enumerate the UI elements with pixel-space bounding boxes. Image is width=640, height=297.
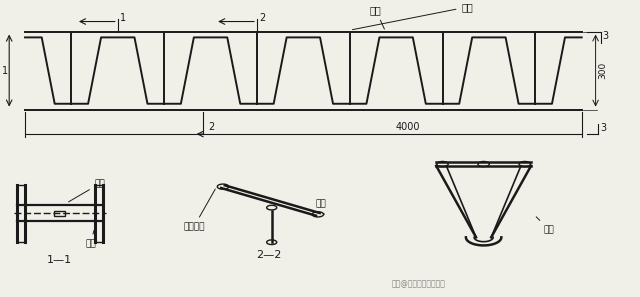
Text: 腹杆: 腹杆 bbox=[85, 230, 96, 249]
Text: 钉笼: 钉笼 bbox=[536, 217, 554, 234]
Text: 1: 1 bbox=[120, 13, 127, 23]
Text: 2: 2 bbox=[208, 122, 214, 132]
Text: 300: 300 bbox=[599, 62, 608, 79]
Text: 3: 3 bbox=[602, 31, 609, 41]
Text: 羀板: 羀板 bbox=[68, 179, 106, 202]
Text: 3: 3 bbox=[600, 123, 606, 133]
Text: 2: 2 bbox=[259, 13, 266, 23]
Text: 屋盖坡度: 屋盖坡度 bbox=[183, 189, 215, 231]
Text: 上弦: 上弦 bbox=[370, 5, 385, 29]
Text: 头条@建筑工程资料查享: 头条@建筑工程资料查享 bbox=[392, 279, 446, 288]
Text: 4000: 4000 bbox=[396, 122, 420, 132]
Text: 1—1: 1—1 bbox=[47, 255, 72, 265]
Text: 腹杆: 腹杆 bbox=[353, 2, 473, 30]
Bar bbox=[54, 211, 65, 216]
Text: 羀板: 羀板 bbox=[316, 199, 327, 214]
Text: 1: 1 bbox=[2, 66, 8, 75]
Text: 2—2: 2—2 bbox=[256, 250, 281, 260]
